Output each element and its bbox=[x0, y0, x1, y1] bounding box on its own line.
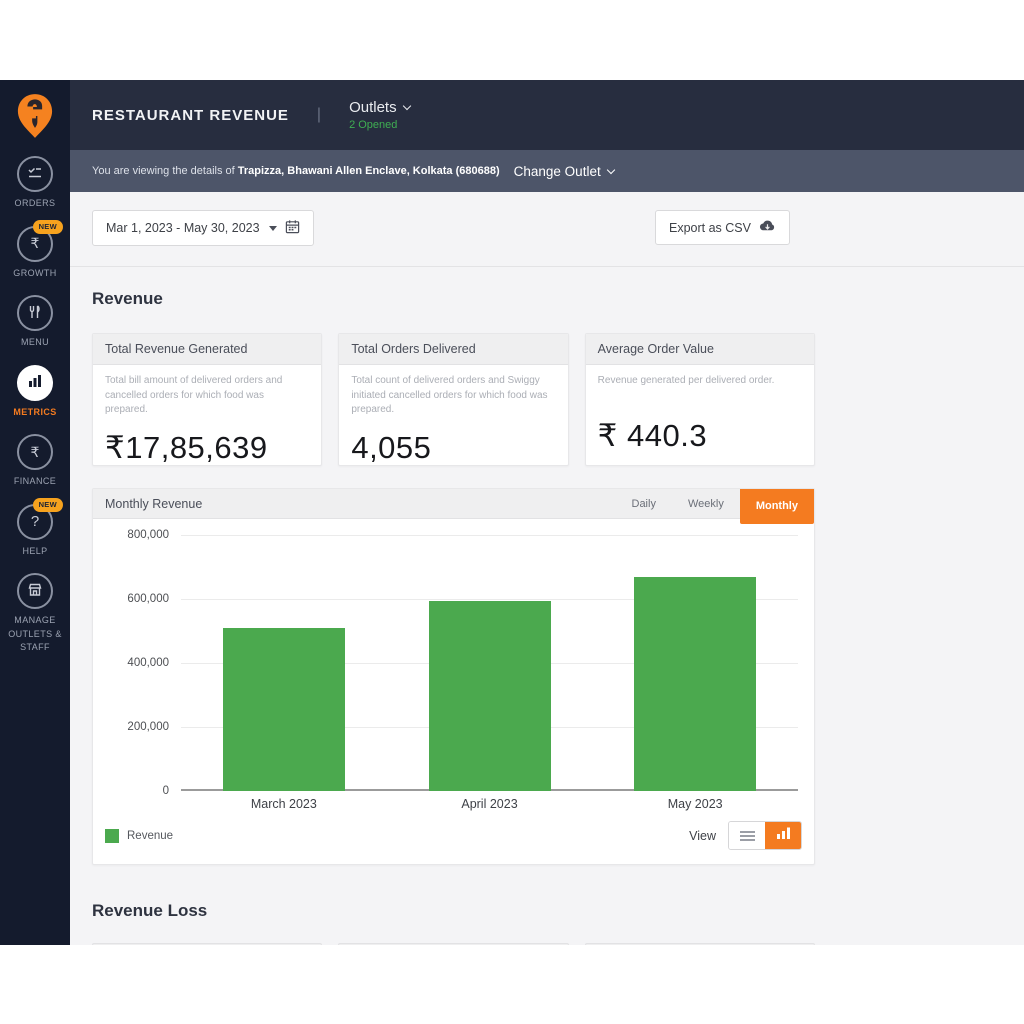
outlets-open-status: 2 Opened bbox=[349, 119, 398, 131]
kpi-card-value: ₹ 440.3 bbox=[597, 418, 708, 453]
sidebar-item-label: METRICS bbox=[13, 406, 57, 417]
top-header: RESTAURANT REVENUE | Outlets 2 Opened bbox=[70, 80, 1024, 150]
chart-interval-tabs: Daily Weekly Monthly bbox=[616, 488, 814, 524]
chart-header: Monthly Revenue Daily Weekly Monthly bbox=[93, 488, 814, 524]
kpi-card-title: Total Revenue Generated bbox=[93, 334, 322, 365]
sidebar-item-label: ORDERS bbox=[14, 198, 56, 208]
tab-weekly[interactable]: Weekly bbox=[687, 497, 724, 510]
y-tick-label: 200,000 bbox=[127, 721, 169, 733]
sidebar-item-metrics[interactable]: METRICS bbox=[0, 364, 70, 420]
new-badge: NEW bbox=[32, 497, 63, 512]
revenue-loss-cards-row bbox=[92, 943, 815, 945]
y-tick-label: 400,000 bbox=[127, 657, 169, 669]
tab-monthly[interactable]: Monthly bbox=[739, 488, 814, 524]
y-tick-label: 800,000 bbox=[127, 529, 169, 541]
question-icon: ? bbox=[30, 513, 40, 530]
sidebar-item-label: MENU bbox=[20, 337, 50, 347]
gridline bbox=[181, 599, 798, 600]
caret-down-icon bbox=[268, 225, 277, 231]
bar-march-2023[interactable] bbox=[222, 627, 345, 791]
content-area: Mar 1, 2023 - May 30, 2023 Export as CSV bbox=[70, 192, 1024, 945]
kpi-card-description: Total bill amount of delivered orders an… bbox=[105, 375, 283, 415]
storefront-icon bbox=[26, 581, 44, 602]
bar-chart-icon bbox=[776, 826, 791, 845]
y-tick-label: 0 bbox=[162, 785, 169, 797]
kpi-card-total-revenue: Total Revenue Generated Total bill amoun… bbox=[92, 333, 323, 466]
change-outlet-button[interactable]: Change Outlet bbox=[514, 164, 615, 179]
outlet-banner-text: You are viewing the details of Trapizza,… bbox=[92, 165, 500, 177]
kpi-card-average-order-value: Average Order Value Revenue generated pe… bbox=[584, 333, 815, 466]
sidebar-item-growth[interactable]: NEW ₹ GROWTH bbox=[0, 219, 70, 281]
sidebar-item-orders[interactable]: ORDERS bbox=[0, 156, 70, 211]
kpi-card-title: Total Orders Delivered bbox=[339, 334, 568, 365]
calendar-icon bbox=[277, 219, 300, 237]
revenue-loss-card bbox=[92, 943, 323, 945]
chart-plot-area: 800,000 600,000 400,000 200,000 0 March … bbox=[93, 519, 814, 817]
sidebar-item-manage-outlets-staff[interactable]: MANAGE OUTLETS & STAFF bbox=[0, 573, 70, 655]
view-toggle-group bbox=[728, 821, 802, 850]
revenue-section-title: Revenue bbox=[92, 289, 163, 308]
view-label: View bbox=[689, 828, 716, 843]
outlet-banner: You are viewing the details of Trapizza,… bbox=[70, 150, 1024, 192]
bar-chart-icon bbox=[27, 373, 43, 392]
main-area: RESTAURANT REVENUE | Outlets 2 Opened Yo… bbox=[70, 80, 1024, 945]
bar-april-2023[interactable] bbox=[428, 600, 551, 791]
bar-series-revenue bbox=[181, 535, 798, 791]
kpi-card-title: Average Order Value bbox=[585, 334, 814, 365]
chart-view-button[interactable] bbox=[765, 822, 801, 849]
orders-icon bbox=[26, 164, 44, 185]
tab-daily[interactable]: Daily bbox=[631, 497, 656, 510]
sidebar-item-label: FINANCE bbox=[13, 476, 57, 486]
monthly-revenue-chart-card: Monthly Revenue Daily Weekly Monthly bbox=[92, 488, 815, 865]
swiggy-logo-icon[interactable] bbox=[13, 90, 57, 142]
outlet-name: Trapizza, Bhawani Allen Enclave, Kolkata… bbox=[237, 165, 500, 177]
x-tick-label: April 2023 bbox=[461, 797, 518, 811]
header-divider: | bbox=[316, 106, 322, 123]
kpi-card-description: Total count of delivered orders and Swig… bbox=[351, 375, 548, 415]
sidebar-item-finance[interactable]: ₹ FINANCE bbox=[0, 434, 70, 489]
table-view-button[interactable] bbox=[729, 822, 765, 849]
sidebar-item-label: HELP bbox=[22, 545, 48, 556]
new-badge: NEW bbox=[32, 219, 63, 234]
sidebar-item-label: GROWTH bbox=[13, 267, 57, 278]
x-axis-labels: March 2023 April 2023 May 2023 bbox=[181, 791, 798, 817]
revenue-loss-card bbox=[584, 943, 815, 945]
date-range-picker[interactable]: Mar 1, 2023 - May 30, 2023 bbox=[92, 210, 314, 246]
page-title: RESTAURANT REVENUE bbox=[92, 106, 289, 124]
export-csv-button[interactable]: Export as CSV bbox=[655, 210, 790, 245]
kpi-card-orders-delivered: Total Orders Delivered Total count of de… bbox=[338, 333, 569, 466]
rupee-icon: ₹ bbox=[30, 443, 40, 460]
legend-label: Revenue bbox=[127, 829, 174, 842]
chart-title: Monthly Revenue bbox=[105, 496, 203, 511]
y-tick-label: 600,000 bbox=[127, 593, 169, 605]
gridline bbox=[181, 535, 798, 536]
cutlery-icon bbox=[26, 303, 44, 324]
chart-legend: Revenue bbox=[105, 828, 689, 843]
revenue-loss-section-title: Revenue Loss bbox=[92, 901, 208, 920]
sidebar-item-help[interactable]: NEW ? HELP bbox=[0, 497, 70, 559]
kpi-card-value: 4,055 bbox=[351, 429, 432, 465]
outlets-label: Outlets bbox=[349, 99, 397, 116]
app-window: ORDERS NEW ₹ GROWTH MENU bbox=[0, 80, 1024, 945]
sidebar-item-menu[interactable]: MENU bbox=[0, 295, 70, 350]
list-icon bbox=[739, 829, 755, 843]
chart-footer: Revenue View bbox=[93, 817, 814, 864]
x-tick-label: May 2023 bbox=[667, 797, 723, 811]
kpi-card-description: Revenue generated per delivered order. bbox=[597, 375, 775, 386]
kpi-cards-row: Total Revenue Generated Total bill amoun… bbox=[92, 333, 815, 466]
toolbar: Mar 1, 2023 - May 30, 2023 Export as CSV bbox=[92, 210, 1002, 246]
cloud-download-icon bbox=[751, 219, 776, 236]
rupee-icon: ₹ bbox=[30, 235, 40, 251]
chevron-down-icon bbox=[402, 101, 411, 111]
chevron-down-icon bbox=[606, 165, 615, 174]
sidebar-item-label: MANAGE OUTLETS & STAFF bbox=[8, 615, 62, 652]
kpi-card-value: ₹17,85,639 bbox=[105, 429, 268, 465]
legend-swatch-revenue bbox=[105, 828, 119, 843]
toolbar-divider bbox=[70, 266, 1024, 267]
x-tick-label: March 2023 bbox=[250, 797, 317, 811]
bar-may-2023[interactable] bbox=[634, 576, 757, 791]
sidebar: ORDERS NEW ₹ GROWTH MENU bbox=[0, 80, 70, 945]
outlets-dropdown[interactable]: Outlets 2 Opened bbox=[349, 99, 411, 131]
revenue-loss-card bbox=[338, 943, 569, 945]
